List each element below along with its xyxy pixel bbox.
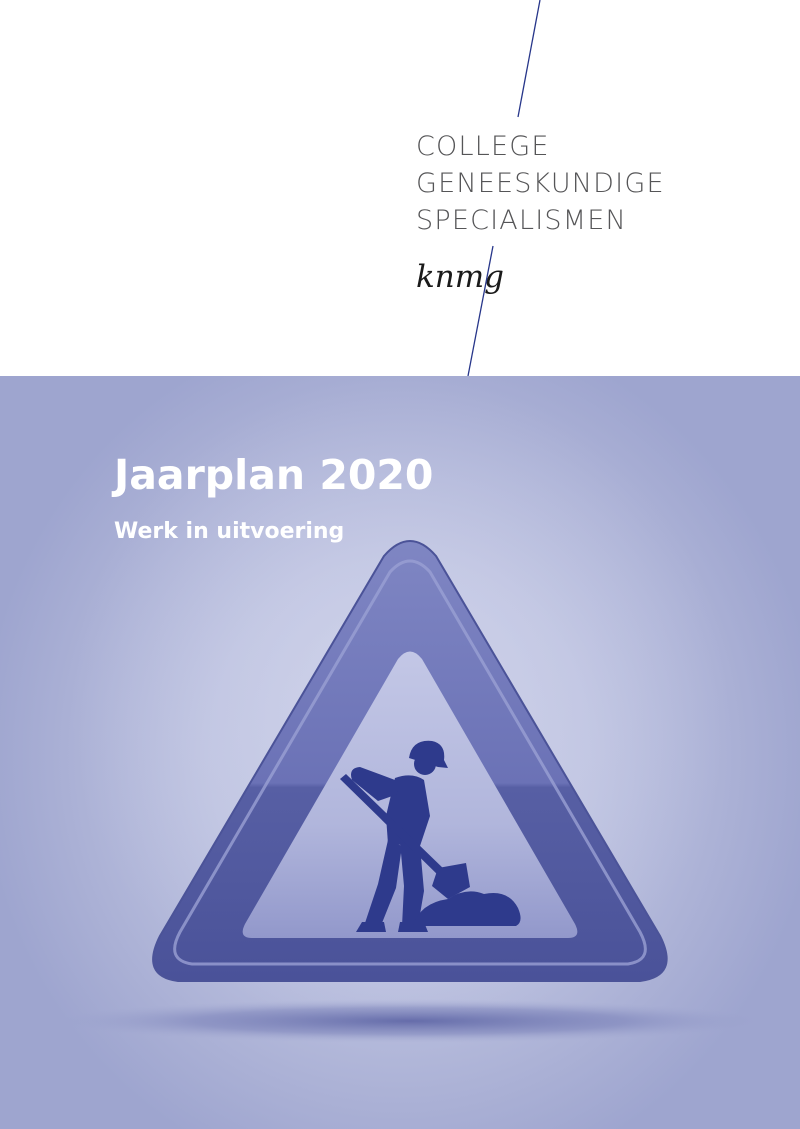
divider-line-upper bbox=[517, 0, 541, 118]
divider-line-lower bbox=[467, 245, 494, 376]
shovel-handle bbox=[340, 774, 448, 879]
org-name-line-1: COLLEGE bbox=[416, 131, 550, 162]
worker-arm bbox=[351, 767, 398, 801]
sign-shadow bbox=[50, 999, 770, 1043]
diagonal-divider-line bbox=[467, 0, 541, 376]
worker-front-arm bbox=[395, 786, 426, 834]
org-name-line-3: SPECIALISMEN bbox=[416, 205, 627, 236]
worker-head bbox=[414, 753, 436, 775]
org-name-line-2: GENEESKUNDIGE bbox=[416, 168, 665, 199]
worker-left-boot bbox=[356, 922, 386, 932]
dirt-pile bbox=[413, 891, 521, 926]
sign-frame-highlight bbox=[173, 559, 647, 966]
shovel-blade bbox=[432, 863, 470, 899]
construction-worker-figure bbox=[340, 740, 521, 932]
header-section: COLLEGE GENEESKUNDIGE SPECIALISMEN knmg bbox=[0, 0, 800, 376]
cover-illustration-section: Jaarplan 2020 Werk in uitvoering bbox=[0, 376, 800, 1129]
worker-left-leg bbox=[364, 840, 402, 928]
page-title: Jaarplan 2020 bbox=[114, 451, 434, 499]
organization-name: COLLEGE GENEESKUNDIGE SPECIALISMEN bbox=[416, 128, 665, 239]
page-subtitle: Werk in uitvoering bbox=[114, 519, 345, 544]
road-works-warning-sign-icon bbox=[50, 376, 770, 1043]
worker-right-leg bbox=[400, 842, 424, 926]
